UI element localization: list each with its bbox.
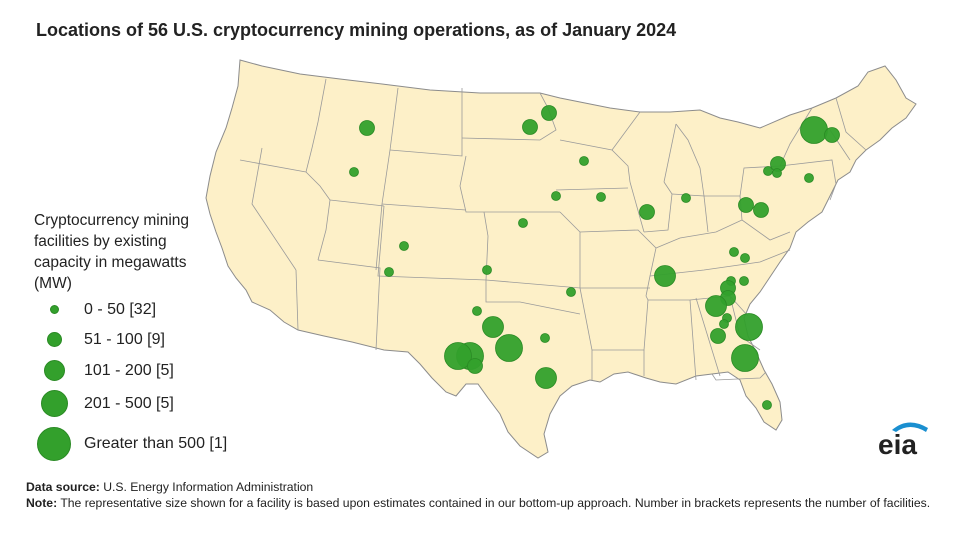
facility-marker bbox=[772, 168, 782, 178]
facility-marker bbox=[551, 191, 561, 201]
facility-marker bbox=[739, 276, 749, 286]
legend-label: 101 - 200 [5] bbox=[84, 361, 174, 379]
facility-marker bbox=[753, 202, 769, 218]
facility-marker bbox=[482, 265, 492, 275]
facility-marker bbox=[349, 167, 359, 177]
note-text: The representative size shown for a faci… bbox=[60, 495, 931, 510]
facility-marker bbox=[800, 116, 828, 144]
legend-swatch bbox=[46, 332, 62, 347]
facility-marker bbox=[681, 193, 691, 203]
legend-item: 101 - 200 [5] bbox=[34, 360, 174, 381]
facility-marker bbox=[535, 367, 557, 389]
facility-marker bbox=[518, 218, 528, 228]
facility-marker bbox=[719, 319, 729, 329]
legend-swatch bbox=[37, 427, 71, 461]
map-title: Locations of 56 U.S. cryptocurrency mini… bbox=[36, 20, 677, 40]
note-line: Note: The representative size shown for … bbox=[26, 496, 956, 512]
facility-marker bbox=[384, 267, 394, 277]
facility-marker bbox=[735, 313, 763, 341]
legend-swatch bbox=[49, 305, 59, 314]
facility-marker bbox=[541, 105, 557, 121]
note-label: Note: bbox=[26, 495, 58, 510]
facility-marker bbox=[467, 358, 483, 374]
facility-marker bbox=[804, 173, 814, 183]
facility-marker bbox=[566, 287, 576, 297]
legend-label: 201 - 500 [5] bbox=[84, 394, 174, 412]
data-source-line: Data source: U.S. Energy Information Adm… bbox=[26, 480, 956, 496]
facility-marker bbox=[482, 316, 504, 338]
legend-item: 0 - 50 [32] bbox=[34, 301, 156, 318]
facility-marker bbox=[540, 333, 550, 343]
facility-marker bbox=[740, 253, 750, 263]
eia-logo-text: eia bbox=[878, 429, 917, 458]
facility-marker bbox=[472, 306, 482, 316]
eia-logo-arc-icon bbox=[892, 422, 928, 432]
facility-marker bbox=[444, 342, 472, 370]
legend-label: Greater than 500 [1] bbox=[84, 435, 228, 452]
facility-marker bbox=[762, 400, 772, 410]
data-source-label: Data source: bbox=[26, 480, 100, 494]
facility-marker bbox=[399, 241, 409, 251]
legend-title: Cryptocurrency mining facilities by exis… bbox=[34, 212, 190, 292]
facility-marker bbox=[495, 334, 523, 362]
state-borders bbox=[239, 78, 867, 381]
facility-marker bbox=[654, 265, 676, 287]
facility-markers bbox=[349, 105, 840, 410]
legend-item: 201 - 500 [5] bbox=[34, 390, 174, 417]
legend-item: 51 - 100 [9] bbox=[34, 331, 165, 348]
facility-marker bbox=[596, 192, 606, 202]
facility-marker bbox=[710, 328, 726, 344]
facility-marker bbox=[731, 344, 759, 372]
eia-logo: eia bbox=[878, 422, 928, 458]
legend-label: 0 - 50 [32] bbox=[84, 300, 157, 318]
facility-marker bbox=[359, 120, 375, 136]
facility-marker bbox=[729, 247, 739, 257]
footer: Data source: U.S. Energy Information Adm… bbox=[26, 480, 956, 511]
facility-marker bbox=[579, 156, 589, 166]
legend-label: 51 - 100 [9] bbox=[84, 330, 165, 348]
legend: Cryptocurrency mining facilities by exis… bbox=[34, 210, 234, 461]
legend-swatch bbox=[40, 390, 68, 417]
facility-marker bbox=[522, 119, 538, 135]
facility-marker bbox=[763, 166, 773, 176]
legend-item: Greater than 500 [1] bbox=[34, 427, 227, 461]
data-source-text: U.S. Energy Information Administration bbox=[103, 480, 314, 494]
facility-marker bbox=[639, 204, 655, 220]
facility-marker bbox=[705, 295, 727, 317]
facility-marker bbox=[824, 127, 840, 143]
legend-swatch bbox=[43, 360, 65, 381]
facility-marker bbox=[738, 197, 754, 213]
